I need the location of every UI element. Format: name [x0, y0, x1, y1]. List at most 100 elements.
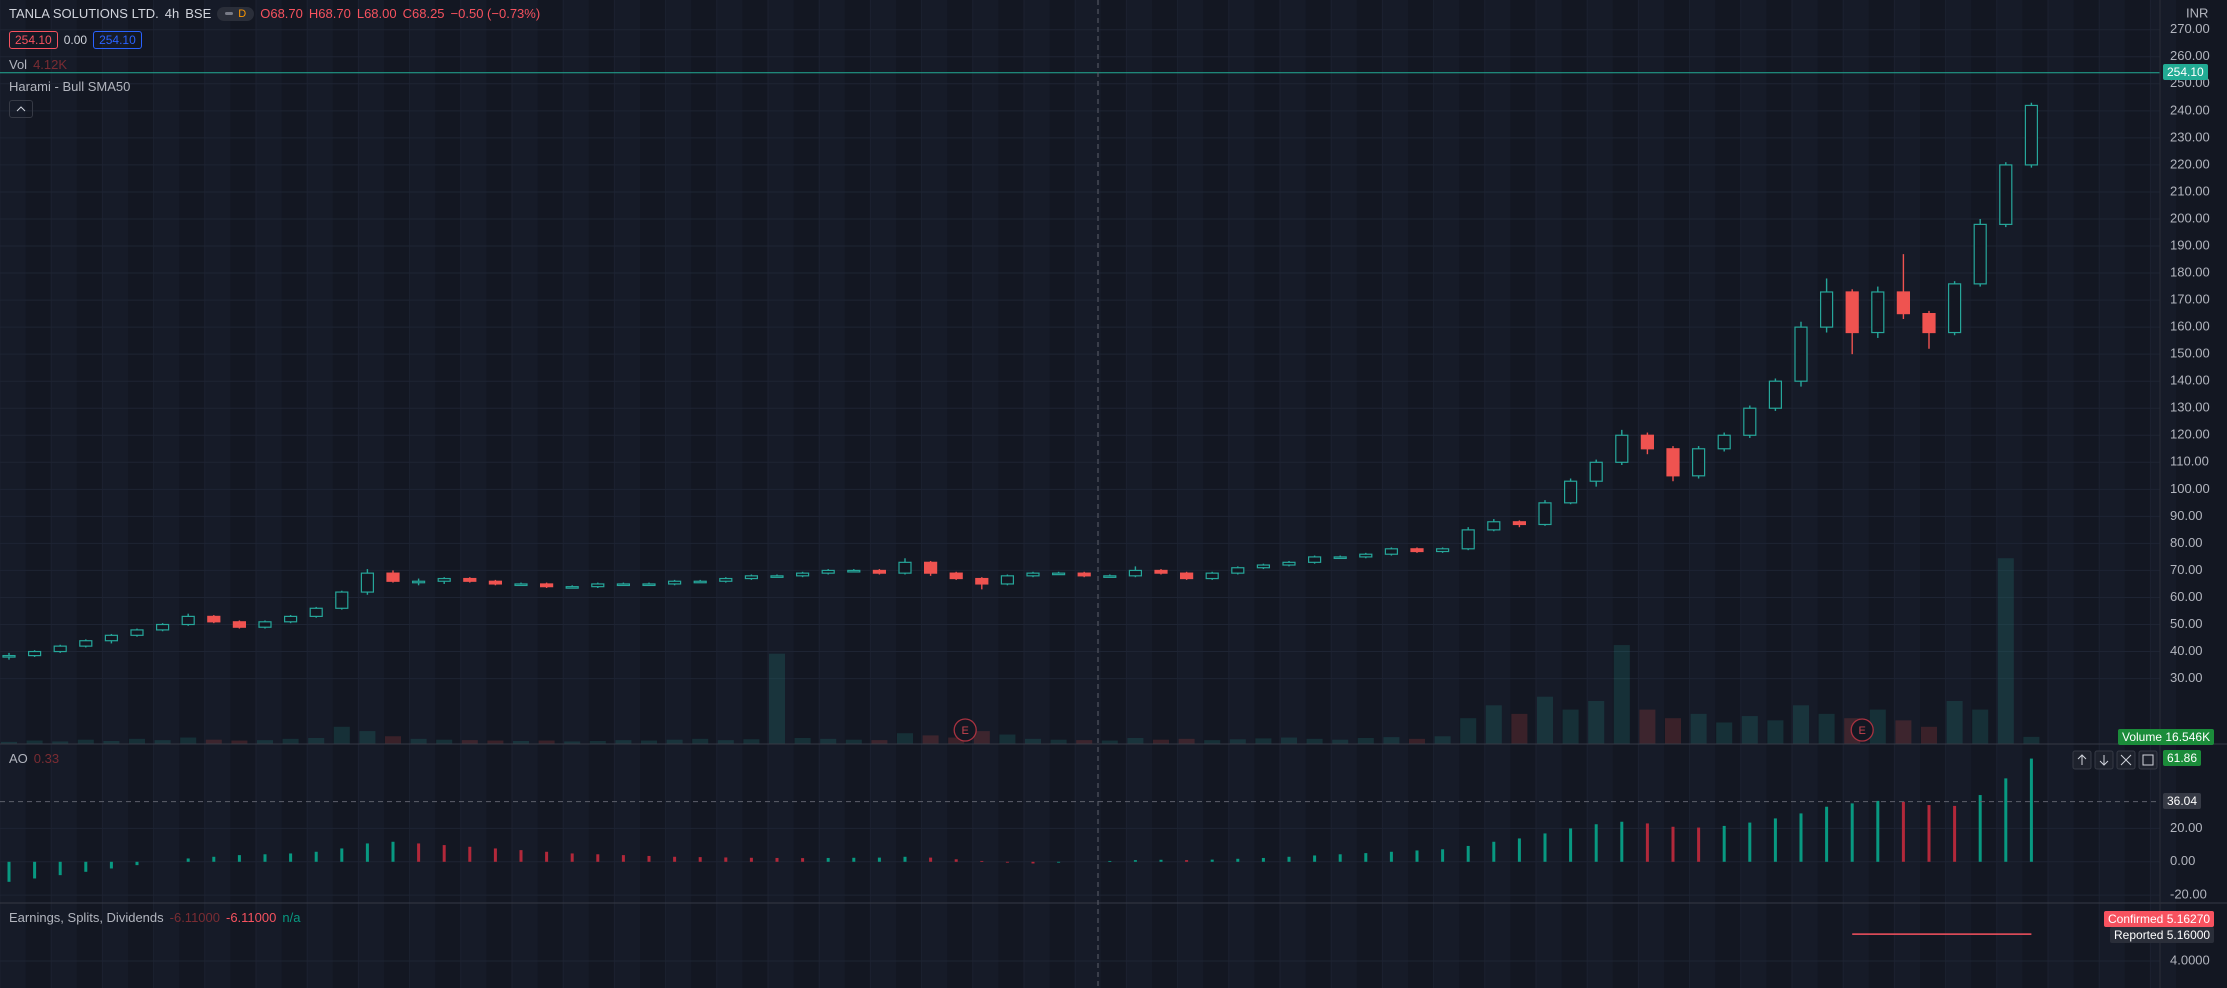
y-tick-label: 210.00	[2170, 183, 2210, 198]
candle-body	[1819, 291, 1834, 328]
period-pill[interactable]: D	[217, 6, 255, 21]
bid-button[interactable]: 254.10	[9, 31, 58, 49]
ao-bar	[1825, 806, 1829, 862]
volume-bar	[897, 733, 913, 744]
ao-bar	[1978, 795, 1982, 862]
ohlc-name: C	[402, 6, 412, 21]
volume-bar	[564, 741, 581, 744]
candle-body	[1026, 572, 1040, 577]
ao-value: 0.33	[33, 751, 60, 766]
volume-bar	[1869, 709, 1886, 744]
candle-body	[156, 623, 170, 631]
ao-name: AO	[9, 751, 28, 766]
ao-bar	[237, 855, 241, 862]
collapse-legend-button[interactable]	[9, 100, 33, 118]
ao-bar	[1005, 861, 1009, 863]
ao-bar	[1697, 827, 1701, 862]
interval[interactable]: 4h	[164, 6, 180, 21]
pane-buttons	[2072, 750, 2158, 770]
close-icon	[2120, 754, 2132, 766]
y-tick-label: 160.00	[2170, 319, 2210, 334]
candle-body	[1538, 502, 1552, 526]
session-band	[1484, 0, 1511, 988]
last-price-badge: 254.10	[2163, 63, 2208, 80]
ao-bar	[1850, 803, 1854, 862]
session-band	[1638, 0, 1664, 988]
volume-bar	[205, 739, 222, 744]
volume-bar	[1793, 705, 1809, 744]
ohlc-name: H	[308, 6, 319, 21]
volume-bar	[52, 741, 69, 744]
volume-bar	[1025, 738, 1041, 744]
volume-bar	[513, 740, 529, 744]
ask-button[interactable]: 254.10	[93, 31, 142, 49]
y-tick-label: 30.00	[2170, 670, 2203, 685]
candle-body	[1794, 326, 1808, 382]
session-band	[1331, 0, 1357, 988]
session-band	[1228, 0, 1255, 988]
ao-bar	[801, 858, 805, 862]
session-band	[1689, 0, 1716, 988]
volume-bar	[1690, 713, 1707, 744]
ao-bar	[1953, 805, 1957, 862]
ao-bar	[7, 861, 11, 882]
candle-body	[1640, 434, 1655, 450]
candle-body	[539, 583, 554, 588]
ao-bar	[1159, 859, 1163, 862]
ohlc-item: C68.25	[403, 6, 445, 21]
session-band	[1280, 0, 1306, 988]
ao-bar	[1517, 838, 1521, 862]
candle-body	[53, 645, 67, 653]
volume-bar	[1588, 700, 1605, 744]
candle-body	[770, 575, 784, 578]
session-band	[1945, 0, 1972, 988]
ao-bar	[391, 841, 395, 862]
candle-body	[719, 577, 733, 582]
earnings-value: -6.11000	[226, 910, 277, 925]
volume-bar	[1153, 739, 1169, 744]
candle-body	[1333, 556, 1347, 560]
symbol-name[interactable]: TANLA SOLUTIONS LTD.	[9, 6, 159, 21]
ao-bar	[2004, 778, 2008, 862]
y-tick-label: 60.00	[2170, 589, 2203, 604]
volume-bar	[1, 741, 17, 744]
volume-bar	[1229, 739, 1246, 744]
ao-bar	[1773, 818, 1777, 862]
session-band	[1843, 0, 1869, 988]
ohlc-value: 68.70	[318, 6, 351, 21]
candle-body	[28, 650, 42, 657]
volume-bar	[410, 738, 427, 744]
candle-body	[437, 577, 451, 582]
candle-body	[1922, 313, 1936, 334]
y-tick-label: 120.00	[2170, 427, 2210, 442]
ao-bar	[1287, 856, 1291, 862]
volume-bar	[973, 731, 990, 744]
earnings-value: n/a	[282, 910, 301, 925]
y-tick-label: 80.00	[2170, 535, 2203, 550]
candle-body	[565, 586, 579, 589]
candle-body	[1103, 575, 1117, 578]
y-tick-label: 140.00	[2170, 373, 2210, 388]
volume-bar	[308, 737, 325, 744]
earnings-event-label: E	[962, 725, 969, 737]
ohlc-value: 68.25	[412, 6, 445, 21]
candle-body	[1691, 448, 1706, 477]
candle-body	[1615, 434, 1629, 463]
up-arrow-icon	[2077, 754, 2087, 765]
candle-body	[412, 580, 426, 584]
candle-body	[923, 561, 938, 574]
candle-body	[1947, 283, 1962, 334]
candle-body	[1461, 529, 1475, 550]
volume-bar	[1076, 740, 1093, 744]
maximize-pane-button[interactable]	[2138, 750, 2158, 770]
y-tick-label: 200.00	[2170, 210, 2210, 225]
session-band	[256, 0, 282, 988]
volume-bar	[538, 740, 555, 744]
candle-body	[1000, 575, 1015, 585]
spread: 0.00	[63, 33, 88, 47]
volume-bar	[769, 653, 785, 744]
candle-body	[104, 634, 119, 642]
ao-bar	[929, 857, 933, 862]
reported-name: Reported	[2114, 928, 2164, 942]
volume-bar	[666, 739, 683, 744]
